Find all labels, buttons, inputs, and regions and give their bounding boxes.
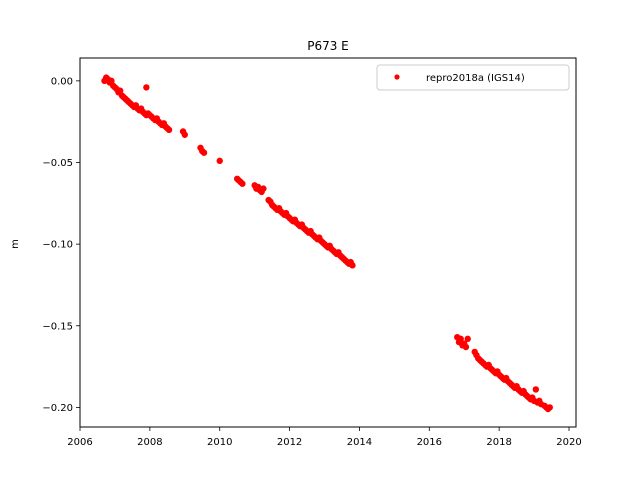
- y-tick-label: 0.00: [51, 76, 73, 87]
- y-tick-label: −0.15: [42, 321, 73, 332]
- data-point: [165, 126, 173, 134]
- legend-marker: [394, 74, 400, 80]
- y-tick-label: −0.10: [42, 240, 73, 251]
- y-tick-label: −0.20: [42, 403, 73, 414]
- x-tick-label: 2016: [417, 437, 442, 448]
- data-point: [349, 262, 356, 269]
- data-point: [200, 149, 208, 156]
- x-tick-label: 2008: [137, 437, 162, 448]
- legend-label: repro2018a (IGS14): [426, 73, 525, 84]
- x-tick-label: 2006: [67, 437, 92, 448]
- x-tick-label: 2012: [277, 437, 302, 448]
- chart-title: P673 E: [307, 39, 349, 53]
- data-point: [239, 180, 246, 187]
- legend-box: [376, 64, 570, 91]
- x-tick-label: 2020: [556, 437, 581, 448]
- x-tick-label: 2014: [347, 437, 372, 448]
- y-tick-label: −0.05: [42, 158, 73, 169]
- x-tick-label: 2010: [207, 437, 232, 448]
- data-point: [108, 77, 115, 85]
- x-tick-label: 2018: [486, 437, 511, 448]
- data-point: [260, 185, 267, 192]
- y-axis-label: m: [10, 239, 21, 249]
- data-points: [101, 74, 553, 413]
- data-point: [462, 343, 470, 351]
- data-point: [546, 404, 553, 411]
- data-point: [143, 84, 150, 91]
- data-point: [216, 157, 223, 165]
- data-point: [464, 335, 471, 343]
- data-point: [457, 335, 464, 343]
- data-point: [116, 87, 124, 94]
- data-point: [532, 386, 540, 393]
- y-axis-ticks: 0.00 −0.05 −0.10 −0.15 −0.20: [42, 76, 80, 414]
- plot-frame: [79, 57, 577, 428]
- x-axis-ticks: 2006 2008 2010 2012 2014 2016 2018 2020: [67, 427, 582, 448]
- legend: repro2018a (IGS14): [376, 64, 570, 91]
- data-point: [181, 131, 188, 138]
